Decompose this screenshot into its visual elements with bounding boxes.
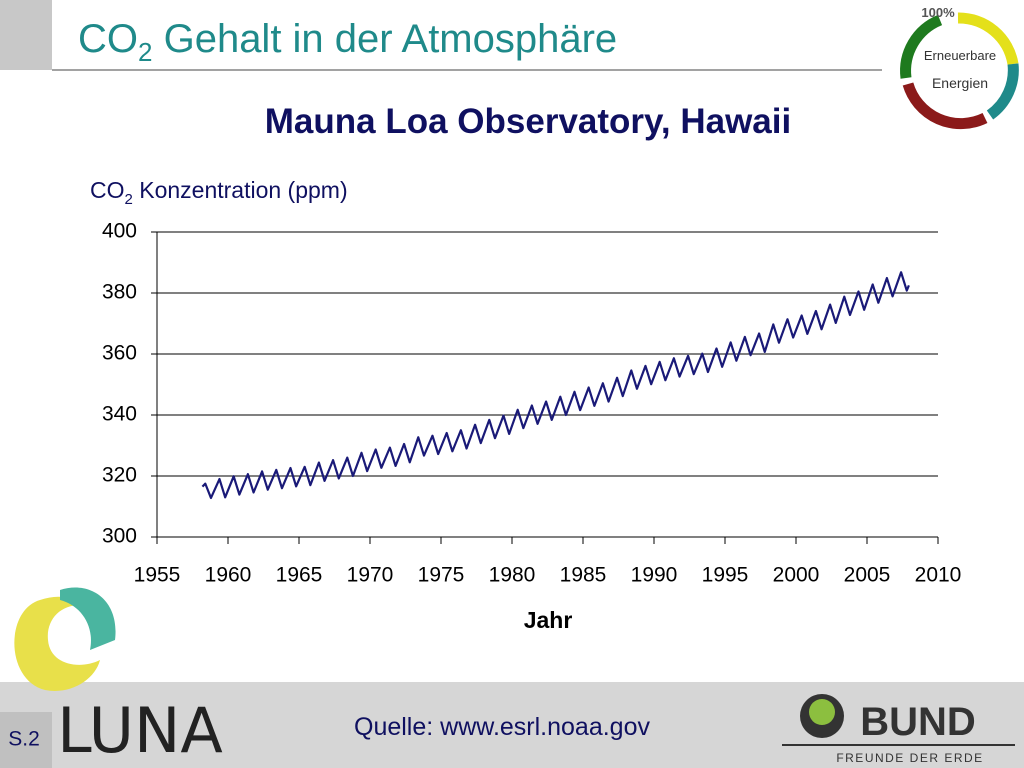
ring-teal [986,63,1019,120]
x-tick-label: 2005 [844,564,891,587]
ylabel-rest: Konzentration (ppm) [133,177,348,203]
y-tick-label: 380 [102,281,137,304]
x-tick-label: 2000 [773,564,820,587]
title-main: CO [78,17,138,61]
luna-moon [14,596,100,691]
ylabel-main: CO [90,177,125,203]
luna-text: LUNA [57,694,223,767]
bund-logo: BUND FREUNDE DER ERDE [782,694,1015,765]
chart-title: Mauna Loa Observatory, Hawaii [265,102,791,141]
luna-shape [60,587,116,650]
page-box [0,712,52,768]
x-axis-label: Jahr [524,607,573,633]
luna-logo: LUNA [14,587,223,767]
y-tick-label: 340 [102,403,137,426]
x-tick-label: 1985 [560,564,607,587]
ring-green [900,14,943,79]
ring-yellow [957,12,1019,66]
bund-tagline: FREUNDE DER ERDE [836,751,983,765]
ylabel-sub: 2 [125,191,133,208]
x-tick-label: 1990 [631,564,678,587]
footer-band [0,682,1024,768]
x-tick-label: 1975 [418,564,465,587]
corner-block [0,0,52,70]
bund-name: BUND [860,700,976,744]
badge: 100% Erneuerbare Energien [900,5,1019,130]
x-tick-label: 2010 [915,564,962,587]
y-tick-label: 400 [102,220,137,243]
badge-line2: Energien [932,75,988,91]
badge-line1: Erneuerbare [924,48,996,63]
y-tick-label: 300 [102,525,137,548]
title-rest: Gehalt in der Atmosphäre [152,17,617,61]
x-tick-label: 1955 [134,564,181,587]
x-tick-label: 1980 [489,564,536,587]
y-axis-label: CO2 Konzentration (ppm) [90,177,348,208]
source: Quelle: www.esrl.noaa.gov [354,713,650,741]
page-number: S.2 [8,728,40,751]
slide-title: CO2 Gehalt in der Atmosphäre [78,17,617,67]
bund-ball [809,699,835,725]
x-tick-label: 1970 [347,564,394,587]
title-sub: 2 [138,37,152,67]
x-tick-label: 1965 [276,564,323,587]
plot: 300 320 340 360 380 400 1955 1960 1965 1970 1975 19… [102,220,961,587]
x-tick-label: 1960 [205,564,252,587]
badge-percent: 100% [921,5,955,20]
y-tick-label: 360 [102,342,137,365]
y-tick-label: 320 [102,464,137,487]
ring-red [902,82,988,130]
series-line [201,271,910,500]
x-tick-label: 1995 [702,564,749,587]
